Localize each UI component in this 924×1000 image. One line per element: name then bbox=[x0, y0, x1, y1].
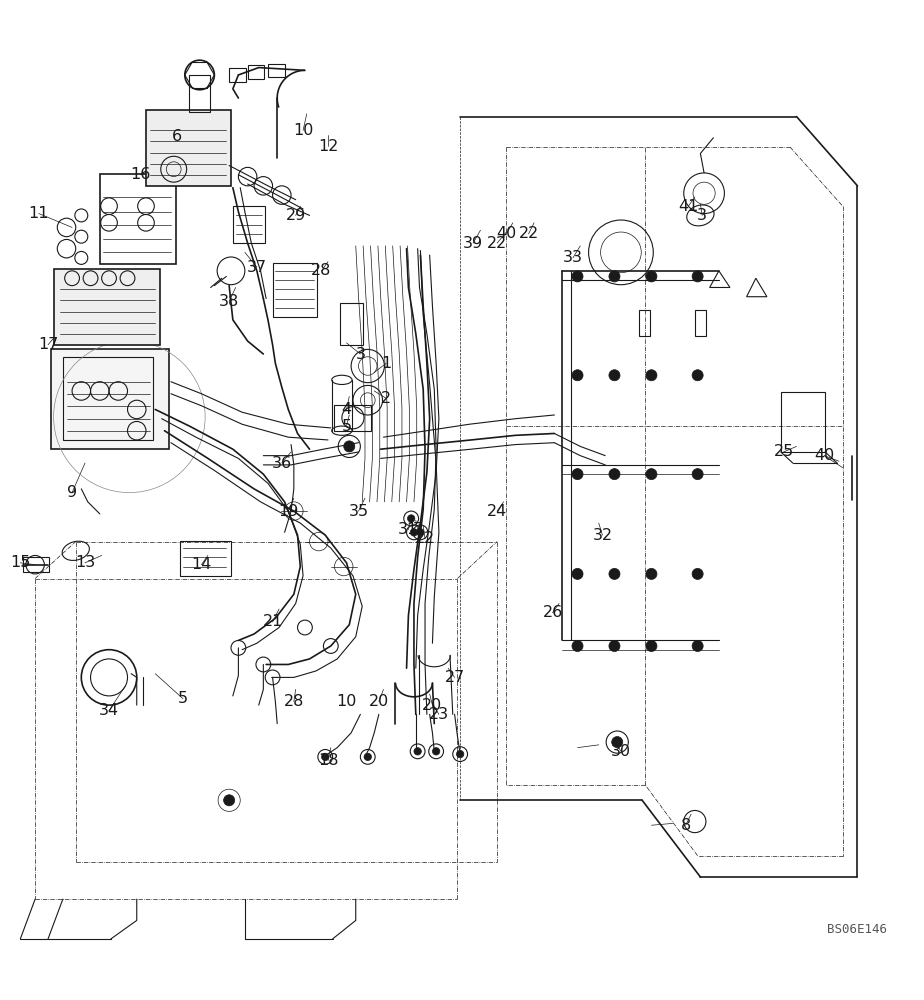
Bar bbox=[248, 65, 264, 79]
Text: 20: 20 bbox=[369, 694, 389, 709]
Text: 19: 19 bbox=[278, 504, 298, 519]
Text: 10: 10 bbox=[336, 694, 357, 709]
Circle shape bbox=[572, 640, 583, 652]
Text: 34: 34 bbox=[99, 703, 119, 718]
Circle shape bbox=[609, 568, 620, 579]
Text: 39: 39 bbox=[463, 236, 483, 251]
Circle shape bbox=[609, 271, 620, 282]
Circle shape bbox=[646, 640, 657, 652]
Circle shape bbox=[414, 748, 421, 755]
Bar bbox=[189, 75, 210, 112]
Text: 31: 31 bbox=[398, 522, 419, 537]
Text: 15: 15 bbox=[10, 555, 30, 570]
Circle shape bbox=[456, 750, 464, 758]
Bar bbox=[100, 174, 176, 264]
Text: BS06E146: BS06E146 bbox=[827, 923, 887, 936]
Text: 8: 8 bbox=[680, 818, 691, 833]
Text: 38: 38 bbox=[219, 294, 239, 309]
Text: 18: 18 bbox=[318, 753, 338, 768]
Text: 22: 22 bbox=[487, 236, 507, 251]
Text: 36: 36 bbox=[272, 456, 292, 471]
Circle shape bbox=[609, 469, 620, 480]
Bar bbox=[180, 541, 231, 576]
Text: 24: 24 bbox=[487, 504, 507, 519]
Text: 30: 30 bbox=[611, 744, 631, 759]
Bar bbox=[268, 64, 285, 77]
Text: 5: 5 bbox=[342, 419, 351, 434]
Bar bbox=[23, 557, 49, 572]
Bar bbox=[340, 303, 363, 345]
Circle shape bbox=[646, 271, 657, 282]
Text: 32: 32 bbox=[592, 528, 613, 543]
Circle shape bbox=[364, 753, 371, 761]
Circle shape bbox=[646, 370, 657, 381]
Circle shape bbox=[572, 271, 583, 282]
Text: 22: 22 bbox=[518, 226, 539, 241]
Text: 40: 40 bbox=[814, 448, 834, 463]
Text: 21: 21 bbox=[262, 614, 283, 629]
Text: 9: 9 bbox=[67, 485, 77, 500]
Circle shape bbox=[646, 568, 657, 579]
Circle shape bbox=[692, 640, 703, 652]
Circle shape bbox=[572, 568, 583, 579]
Circle shape bbox=[572, 370, 583, 381]
Circle shape bbox=[322, 753, 329, 761]
Text: 26: 26 bbox=[542, 605, 563, 620]
Text: 1: 1 bbox=[381, 356, 392, 371]
Text: 4: 4 bbox=[342, 402, 351, 417]
Bar bbox=[51, 349, 169, 449]
Text: 29: 29 bbox=[286, 208, 306, 223]
Text: 7: 7 bbox=[413, 522, 422, 537]
Bar bbox=[334, 405, 371, 431]
Text: 3: 3 bbox=[356, 347, 365, 362]
Bar bbox=[273, 263, 317, 317]
Text: 13: 13 bbox=[75, 555, 95, 570]
Circle shape bbox=[572, 469, 583, 480]
Text: 17: 17 bbox=[38, 337, 58, 352]
Bar bbox=[63, 357, 153, 440]
Circle shape bbox=[410, 529, 418, 536]
Text: 27: 27 bbox=[444, 670, 465, 685]
Circle shape bbox=[692, 271, 703, 282]
Circle shape bbox=[692, 469, 703, 480]
Text: 23: 23 bbox=[429, 707, 449, 722]
Text: 11: 11 bbox=[29, 206, 49, 221]
Circle shape bbox=[612, 737, 623, 748]
Circle shape bbox=[692, 568, 703, 579]
Bar bbox=[229, 68, 246, 82]
Text: 28: 28 bbox=[284, 694, 304, 709]
Circle shape bbox=[224, 795, 235, 806]
Text: 25: 25 bbox=[773, 444, 794, 459]
Circle shape bbox=[609, 370, 620, 381]
Text: 3: 3 bbox=[698, 208, 707, 223]
Circle shape bbox=[692, 370, 703, 381]
Circle shape bbox=[417, 529, 424, 536]
Text: 37: 37 bbox=[247, 260, 267, 275]
Bar bbox=[695, 310, 706, 336]
Text: 41: 41 bbox=[678, 199, 699, 214]
Text: 6: 6 bbox=[173, 129, 182, 144]
Circle shape bbox=[432, 748, 440, 755]
Text: 20: 20 bbox=[422, 698, 443, 713]
Circle shape bbox=[344, 441, 355, 452]
Text: 2: 2 bbox=[382, 391, 391, 406]
Text: 40: 40 bbox=[496, 226, 517, 241]
Text: 22: 22 bbox=[415, 531, 435, 546]
Bar bbox=[233, 206, 265, 243]
Bar bbox=[639, 310, 650, 336]
Circle shape bbox=[646, 469, 657, 480]
Circle shape bbox=[609, 640, 620, 652]
Text: 14: 14 bbox=[191, 557, 212, 572]
Text: 10: 10 bbox=[293, 123, 313, 138]
Text: 5: 5 bbox=[178, 691, 188, 706]
Bar bbox=[781, 392, 825, 452]
Text: 16: 16 bbox=[130, 167, 151, 182]
Bar bbox=[146, 110, 231, 186]
Bar bbox=[54, 269, 160, 345]
Text: 12: 12 bbox=[318, 139, 338, 154]
Text: 35: 35 bbox=[348, 504, 369, 519]
Text: 33: 33 bbox=[563, 250, 583, 265]
Text: 28: 28 bbox=[311, 263, 332, 278]
Circle shape bbox=[407, 515, 415, 522]
